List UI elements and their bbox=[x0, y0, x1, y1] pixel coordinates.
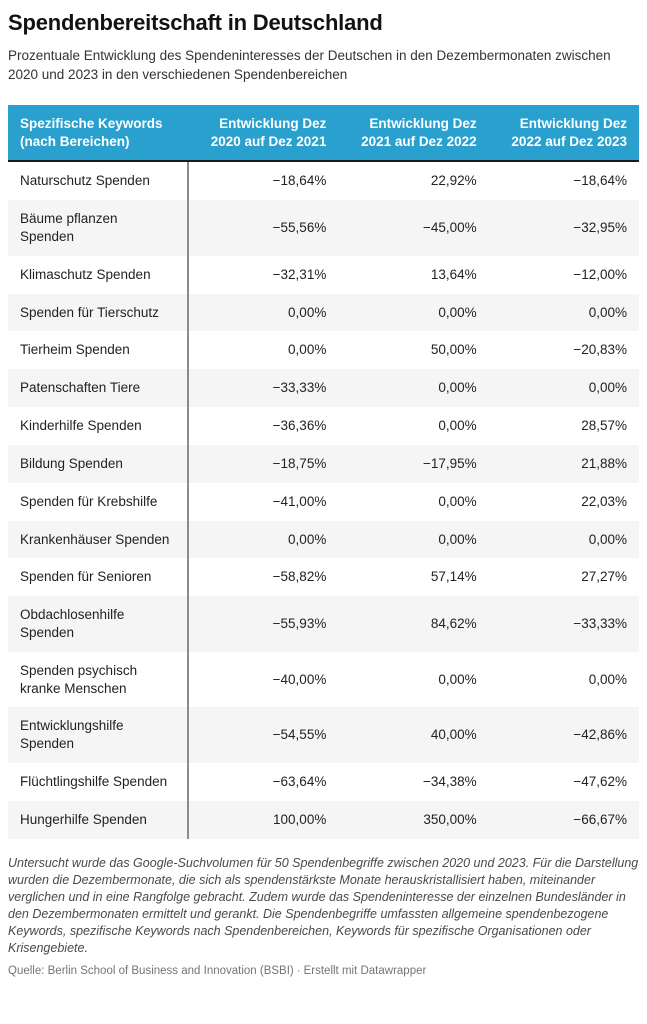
value-cell: −47,62% bbox=[573, 774, 627, 790]
value-cell: −45,00% bbox=[422, 220, 477, 236]
table-header: Spezifische Keywords (nach Bereichen) En… bbox=[8, 104, 639, 163]
page-subtitle: Prozentuale Entwicklung des Spendeninter… bbox=[8, 48, 611, 82]
value-cell: 22,92% bbox=[430, 173, 477, 189]
value-cell: −17,95% bbox=[422, 455, 477, 471]
table-row: Patenschaften Tiere −33,33% 0,00% 0,00% bbox=[8, 369, 639, 408]
table-row: Spenden für Krebshilfe −41,00% 0,00% 22,03% bbox=[8, 482, 639, 521]
row-label-cell: Naturschutz Spenden bbox=[8, 161, 190, 201]
row-label-cell: Flüchtlingshilfe Spenden bbox=[8, 763, 190, 801]
value-cell: −32,31% bbox=[272, 266, 327, 282]
value-cell: 0,00% bbox=[588, 531, 627, 547]
row-label-cell: Entwicklungshilfe Spenden bbox=[8, 707, 190, 764]
value-cell: 28,57% bbox=[581, 418, 627, 434]
row-label-cell: Obdachlosenhilfe Spenden bbox=[8, 596, 190, 652]
value-cell: −18,64% bbox=[272, 173, 327, 189]
column-header-dez-2020-2021: Entwicklung Dez 2020 auf Dez 2021 bbox=[188, 104, 339, 163]
value-cell: −55,56% bbox=[272, 220, 327, 236]
value-cell: −18,64% bbox=[573, 173, 627, 189]
row-label-cell: Patenschaften Tiere bbox=[8, 369, 190, 408]
table-row: Spenden für Senioren −58,82% 57,14% 27,27% bbox=[8, 558, 639, 597]
value-cell: 0,00% bbox=[288, 342, 327, 358]
value-cell: 0,00% bbox=[438, 380, 477, 396]
value-cell: 21,88% bbox=[581, 455, 627, 471]
value-cell: 0,00% bbox=[438, 531, 477, 547]
table-row: Tierheim Spenden 0,00% 50,00% −20,83% bbox=[8, 331, 639, 370]
row-label-cell: Hungerhilfe Spenden bbox=[8, 800, 190, 839]
value-cell: −54,55% bbox=[272, 727, 327, 743]
value-cell: 0,00% bbox=[288, 304, 327, 320]
value-cell: 0,00% bbox=[438, 304, 477, 320]
footnote: Untersucht wurde das Google-Suchvolumen … bbox=[8, 855, 639, 956]
row-label-cell: Tierheim Spenden bbox=[8, 331, 190, 370]
value-cell: 0,00% bbox=[588, 380, 627, 396]
value-cell: 27,27% bbox=[581, 569, 627, 585]
row-label-cell: Bäume pflanzen Spenden bbox=[8, 200, 190, 256]
value-cell: 0,00% bbox=[438, 418, 477, 434]
table-row: Klimaschutz Spenden −32,31% 13,64% −12,00% bbox=[8, 255, 639, 294]
row-label-cell: Spenden für Senioren bbox=[8, 558, 190, 597]
table-row: Krankenhäuser Spenden 0,00% 0,00% 0,00% bbox=[8, 520, 639, 559]
table-row: Naturschutz Spenden −18,64% 22,92% −18,64% bbox=[8, 161, 639, 201]
table-row: Bäume pflanzen Spenden −55,56% −45,00% −32,… bbox=[8, 200, 639, 256]
table-body: Naturschutz Spenden −18,64% 22,92% −18,64% B… bbox=[8, 161, 639, 839]
header-row: Spezifische Keywords (nach Bereichen) En… bbox=[8, 104, 639, 163]
datawrapper-credit-link[interactable]: Erstellt mit Datawrapper bbox=[303, 965, 427, 978]
source-link[interactable]: Berlin School of Business and Innovation… bbox=[47, 965, 294, 978]
table-row: Spenden für Tierschutz 0,00% 0,00% 0,00% bbox=[8, 293, 639, 332]
row-label-cell: Bildung Spenden bbox=[8, 444, 190, 483]
value-cell: −33,33% bbox=[573, 616, 627, 632]
value-cell: −41,00% bbox=[272, 493, 327, 509]
row-label-cell: Kinderhilfe Spenden bbox=[8, 407, 190, 445]
source-line: Quelle: Berlin School of Business and In… bbox=[8, 965, 639, 977]
column-header-dez-2022-2023: Entwicklung Dez 2022 auf Dez 2023 bbox=[488, 104, 639, 163]
value-cell: 40,00% bbox=[430, 727, 477, 743]
value-cell: 0,00% bbox=[588, 671, 627, 687]
value-cell: −18,75% bbox=[272, 455, 327, 471]
value-cell: 0,00% bbox=[438, 493, 477, 509]
value-cell: −33,33% bbox=[272, 380, 327, 396]
value-cell: 100,00% bbox=[273, 811, 327, 827]
value-cell: 57,14% bbox=[430, 569, 477, 585]
value-cell: 22,03% bbox=[581, 493, 627, 509]
row-label-cell: Krankenhäuser Spenden bbox=[8, 520, 190, 559]
value-cell: 350,00% bbox=[423, 811, 477, 827]
data-table: Spezifische Keywords (nach Bereichen) En… bbox=[8, 104, 639, 839]
value-cell: 0,00% bbox=[288, 531, 327, 547]
separator-dot: · bbox=[296, 965, 301, 978]
table-row: Hungerhilfe Spenden 100,00% 350,00% −66,67% bbox=[8, 800, 639, 839]
table-row: Flüchtlingshilfe Spenden −63,64% −34,38% −4… bbox=[8, 763, 639, 801]
row-label-cell: Klimaschutz Spenden bbox=[8, 255, 190, 294]
table-row: Entwicklungshilfe Spenden −54,55% 40,00% −4… bbox=[8, 707, 639, 764]
value-cell: −36,36% bbox=[272, 418, 327, 434]
value-cell: −66,67% bbox=[573, 811, 627, 827]
value-cell: 50,00% bbox=[430, 342, 477, 358]
value-cell: −12,00% bbox=[573, 266, 627, 282]
page-title: Spendenbereitschaft in Deutschland bbox=[8, 10, 383, 35]
value-cell: 84,62% bbox=[430, 616, 477, 632]
row-label-cell: Spenden psychisch kranke Menschen bbox=[8, 651, 190, 708]
source-prefix-label: Quelle: bbox=[8, 965, 45, 978]
value-cell: 13,64% bbox=[430, 266, 477, 282]
value-cell: −34,38% bbox=[422, 774, 477, 790]
table-row: Bildung Spenden −18,75% −17,95% 21,88% bbox=[8, 444, 639, 483]
value-cell: −55,93% bbox=[272, 616, 327, 632]
row-label-cell: Spenden für Tierschutz bbox=[8, 293, 190, 332]
table-row: Spenden psychisch kranke Menschen −40,00%… bbox=[8, 651, 639, 708]
row-label-cell: Spenden für Krebshilfe bbox=[8, 482, 190, 521]
value-cell: −58,82% bbox=[272, 569, 327, 585]
value-cell: −63,64% bbox=[272, 774, 327, 790]
value-cell: −32,95% bbox=[573, 220, 627, 236]
value-cell: 0,00% bbox=[438, 671, 477, 687]
value-cell: −42,86% bbox=[573, 727, 627, 743]
column-header-dez-2021-2022: Entwicklung Dez 2021 auf Dez 2022 bbox=[338, 104, 489, 163]
value-cell: −20,83% bbox=[573, 342, 627, 358]
column-header-keywords: Spezifische Keywords (nach Bereichen) bbox=[8, 104, 189, 163]
table-row: Kinderhilfe Spenden −36,36% 0,00% 28,57% bbox=[8, 407, 639, 445]
value-cell: 0,00% bbox=[588, 304, 627, 320]
table-row: Obdachlosenhilfe Spenden −55,93% 84,62% −33… bbox=[8, 596, 639, 652]
value-cell: −40,00% bbox=[272, 671, 327, 687]
